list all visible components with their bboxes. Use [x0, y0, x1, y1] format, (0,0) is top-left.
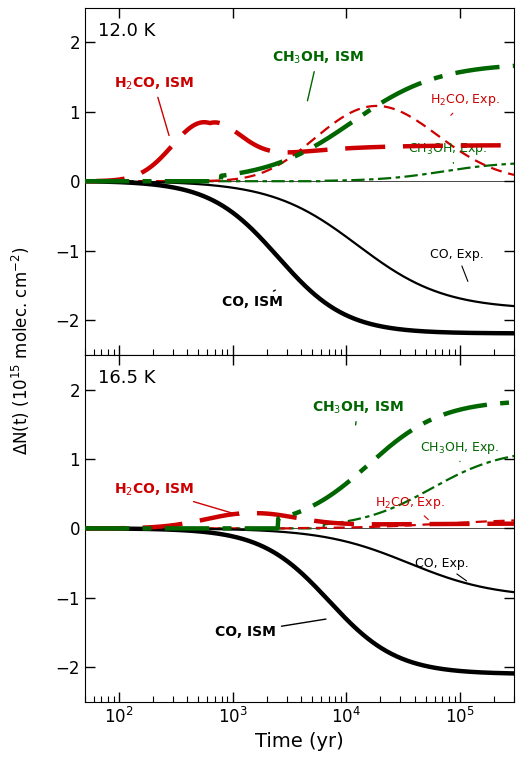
Text: CH$_3$OH, ISM: CH$_3$OH, ISM [271, 50, 363, 101]
Text: CH$_3$OH, ISM: CH$_3$OH, ISM [312, 400, 404, 425]
Text: CH$_3$OH, Exp.: CH$_3$OH, Exp. [408, 141, 487, 163]
Text: 12.0 K: 12.0 K [98, 21, 155, 40]
Text: CO, Exp.: CO, Exp. [430, 247, 484, 282]
Text: H$_2$CO, ISM: H$_2$CO, ISM [114, 481, 239, 515]
Text: CO, ISM: CO, ISM [215, 619, 326, 639]
X-axis label: Time (yr): Time (yr) [255, 732, 344, 752]
Text: CH$_3$OH, Exp.: CH$_3$OH, Exp. [420, 439, 500, 462]
Text: H$_2$CO, ISM: H$_2$CO, ISM [114, 76, 194, 136]
Text: CO, ISM: CO, ISM [222, 290, 282, 309]
Text: $\Delta$N(t) (10$^{15}$ molec. cm$^{-2}$): $\Delta$N(t) (10$^{15}$ molec. cm$^{-2}$… [10, 247, 32, 455]
Text: H$_2$CO, Exp.: H$_2$CO, Exp. [375, 495, 445, 520]
Text: 16.5 K: 16.5 K [98, 369, 155, 387]
Text: CO, Exp.: CO, Exp. [414, 556, 469, 581]
Text: H$_2$CO, Exp.: H$_2$CO, Exp. [430, 92, 500, 115]
